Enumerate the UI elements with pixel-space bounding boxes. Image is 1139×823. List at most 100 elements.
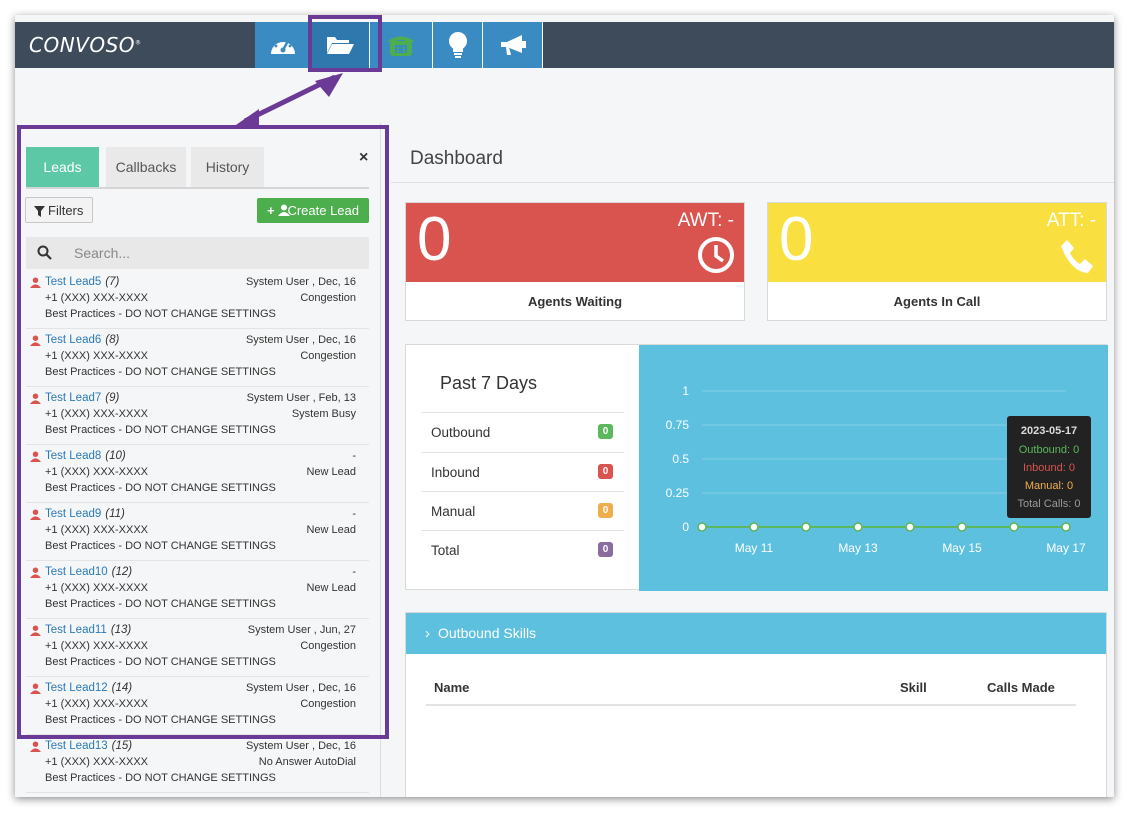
- x-tick-label: May 15: [942, 541, 982, 555]
- logo-mark: ®: [135, 39, 142, 47]
- lead-campaign: Best Practices - DO NOT CHANGE SETTINGS: [45, 714, 276, 726]
- nav-announcements-button[interactable]: [483, 22, 543, 68]
- data-point: [1009, 522, 1019, 532]
- user-icon: [30, 683, 41, 694]
- user-icon: [278, 204, 290, 216]
- user-icon: [30, 451, 41, 462]
- tooltip-date: 2023-05-17: [1020, 425, 1078, 437]
- lead-name[interactable]: Test Lead13: [45, 740, 108, 752]
- lead-name-link[interactable]: Test Lead7 (9): [45, 392, 119, 404]
- lead-name[interactable]: Test Lead11: [45, 624, 107, 636]
- plus-icon: +: [267, 203, 275, 218]
- nav-ideas-button[interactable]: [433, 22, 483, 68]
- lead-name[interactable]: Test Lead12: [45, 682, 108, 694]
- callout-arrow: [233, 73, 343, 127]
- y-tick-label: 0: [682, 520, 689, 534]
- lead-id: (15): [111, 740, 133, 752]
- lead-phone: +1 (XXX) XXX-XXXX: [45, 350, 149, 362]
- lead-name[interactable]: Test Lead9: [45, 508, 102, 520]
- stat-row-outbound: Outbound 0: [421, 412, 624, 452]
- filters-label: Filters: [48, 203, 84, 218]
- data-point: [853, 522, 863, 532]
- lead-name-link[interactable]: Test Lead13 (15): [45, 740, 132, 752]
- create-lead-button[interactable]: + Create Lead: [257, 198, 369, 223]
- lead-name[interactable]: Test Lead7: [45, 392, 102, 404]
- lead-phone: +1 (XXX) XXX-XXXX: [45, 292, 149, 304]
- folder-open-icon: [327, 37, 354, 54]
- lead-name[interactable]: Test Lead5: [45, 276, 102, 288]
- lead-phone: +1 (XXX) XXX-XXXX: [45, 698, 149, 710]
- outbound-skills-header[interactable]: › Outbound Skills: [406, 613, 1106, 654]
- lead-phone: +1 (XXX) XXX-XXXX: [45, 640, 149, 652]
- search-bar: [26, 237, 369, 269]
- filters-button[interactable]: Filters: [25, 197, 93, 223]
- tab-leads[interactable]: Leads: [26, 147, 99, 187]
- lead-campaign: Best Practices - DO NOT CHANGE SETTINGS: [45, 656, 276, 668]
- data-point: [697, 522, 707, 532]
- list-item[interactable]: Test Lead13 (15) +1 (XXX) XXX-XXXX Best Pra…: [26, 735, 369, 793]
- stat-label: Outbound: [431, 425, 491, 440]
- column-header-name[interactable]: Name: [434, 680, 470, 695]
- column-header-skill[interactable]: Skill: [900, 680, 927, 695]
- megaphone-icon: [500, 35, 526, 55]
- lead-name-link[interactable]: Test Lead8 (10): [45, 450, 126, 462]
- lead-status: Congestion: [300, 698, 356, 710]
- lead-user-date: System User , Jun, 27: [247, 624, 356, 636]
- list-item[interactable]: Test Lead5 (7) +1 (XXX) XXX-XXXX Best Pract…: [26, 271, 369, 329]
- lead-status: No Answer AutoDial: [258, 756, 356, 768]
- lead-phone: +1 (XXX) XXX-XXXX: [45, 582, 149, 594]
- tab-callbacks[interactable]: Callbacks: [106, 147, 186, 187]
- card-header: 0 ATT: -: [768, 203, 1106, 282]
- user-icon: [30, 625, 41, 636]
- lead-name-link[interactable]: Test Lead5 (7): [45, 276, 119, 288]
- lead-phone: +1 (XXX) XXX-XXXX: [45, 466, 149, 478]
- close-icon[interactable]: ×: [359, 149, 369, 166]
- list-item[interactable]: Test Lead12 (14) +1 (XXX) XXX-XXXX Best Pra…: [26, 677, 369, 735]
- filter-icon: [34, 206, 45, 217]
- lead-name[interactable]: Test Lead10: [45, 566, 108, 578]
- lead-name-link[interactable]: Test Lead6 (8): [45, 334, 119, 346]
- list-item[interactable]: Test Lead8 (10) +1 (XXX) XXX-XXXX Best Prac…: [26, 445, 369, 503]
- lead-name[interactable]: Test Lead8: [45, 450, 102, 462]
- stat-label: Inbound: [431, 465, 480, 480]
- lead-status: New Lead: [306, 582, 356, 594]
- list-item[interactable]: Test Lead10 (12) +1 (XXX) XXX-XXXX Best Pra…: [26, 561, 369, 619]
- lead-name-link[interactable]: Test Lead12 (14): [45, 682, 132, 694]
- lead-name-link[interactable]: Test Lead11 (13): [45, 624, 131, 636]
- lead-name-link[interactable]: Test Lead10 (12): [45, 566, 132, 578]
- sidebar-highlight: [17, 125, 389, 739]
- lead-status: Congestion: [300, 292, 356, 304]
- phone-icon: [388, 36, 414, 56]
- lead-name-link[interactable]: Test Lead9 (11): [45, 508, 125, 520]
- nav-dashboard-button[interactable]: [255, 22, 311, 68]
- lead-name[interactable]: Test Lead6: [45, 334, 102, 346]
- search-input[interactable]: [74, 237, 354, 269]
- stat-row-total: Total 0: [421, 530, 624, 570]
- lead-id: (14): [111, 682, 133, 694]
- list-item[interactable]: Test Lead11 (13) +1 (XXX) XXX-XXXX Best Pra…: [26, 619, 369, 677]
- title-divider: [391, 182, 1114, 183]
- nav-leads-button[interactable]: [311, 22, 370, 68]
- y-tick-label: 0.25: [666, 486, 690, 500]
- app-window: CONVOSO® Leads Callbacks History × Filte…: [15, 15, 1114, 797]
- user-icon: [30, 741, 41, 752]
- lead-phone: +1 (XXX) XXX-XXXX: [45, 756, 149, 768]
- lead-id: (11): [105, 508, 125, 520]
- lead-campaign: Best Practices - DO NOT CHANGE SETTINGS: [45, 598, 276, 610]
- user-icon: [30, 335, 41, 346]
- data-point: [749, 522, 759, 532]
- awt-label: AWT: -: [677, 210, 734, 231]
- column-header-calls-made[interactable]: Calls Made: [987, 680, 1055, 695]
- list-item[interactable]: Test Lead7 (9) +1 (XXX) XXX-XXXX Best Pract…: [26, 387, 369, 445]
- leads-sidebar: Leads Callbacks History × Filters + Crea…: [15, 123, 381, 797]
- lead-status: New Lead: [306, 466, 356, 478]
- data-point: [957, 522, 967, 532]
- tab-history[interactable]: History: [191, 147, 264, 187]
- agents-in-call-label: Agents In Call: [893, 294, 981, 309]
- lead-id: (10): [105, 450, 126, 462]
- list-item[interactable]: Test Lead9 (11) +1 (XXX) XXX-XXXX Best Prac…: [26, 503, 369, 561]
- lead-campaign: Best Practices - DO NOT CHANGE SETTINGS: [45, 772, 276, 784]
- list-item[interactable]: Test Lead6 (8) +1 (XXX) XXX-XXXX Best Pract…: [26, 329, 369, 387]
- page-title: Dashboard: [410, 148, 503, 169]
- data-point: [905, 522, 915, 532]
